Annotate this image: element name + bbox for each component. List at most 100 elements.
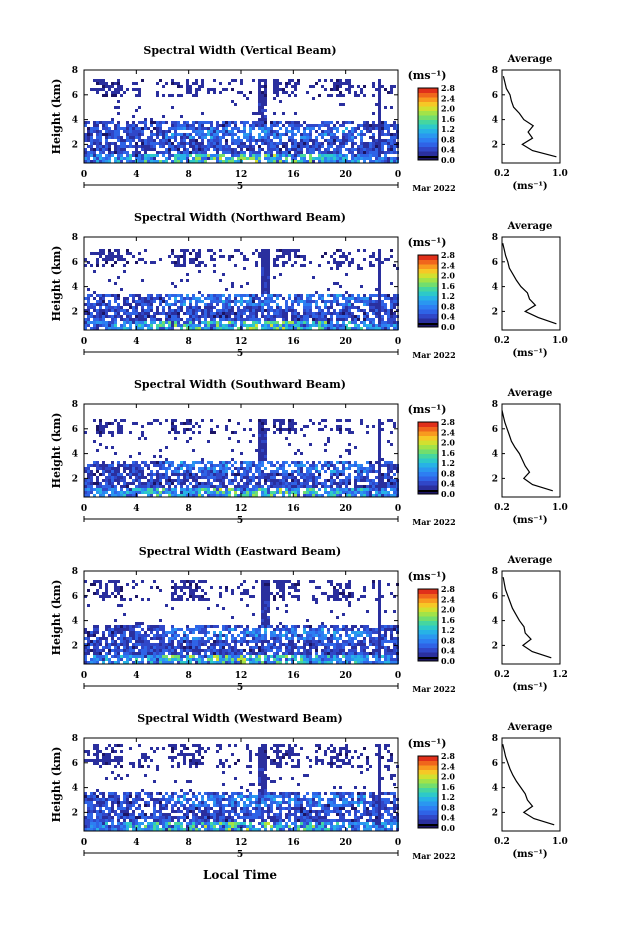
heatmap-cell — [267, 616, 270, 619]
heatmap-cell — [333, 154, 336, 157]
heatmap-cell — [147, 491, 150, 494]
heatmap-cell — [324, 485, 327, 488]
heatmap-cell — [192, 592, 195, 595]
heatmap-cell — [303, 160, 306, 163]
heatmap-cell — [291, 476, 294, 479]
heatmap-cell — [336, 300, 339, 303]
heatmap-cell — [369, 297, 372, 300]
heatmap-cell — [360, 151, 363, 154]
heatmap-cell — [171, 580, 174, 583]
heatmap-cell — [249, 640, 252, 643]
heatmap-cell — [171, 631, 174, 634]
heatmap-cell — [255, 655, 258, 658]
heatmap-cell — [360, 285, 363, 288]
heatmap-cell — [369, 136, 372, 139]
heatmap-cell — [159, 130, 162, 133]
heatmap-cell — [96, 643, 99, 646]
heatmap-cell — [375, 303, 378, 306]
heatmap-cell — [264, 479, 267, 482]
heatmap-cell — [369, 309, 372, 312]
heatmap-cell — [264, 482, 267, 485]
heatmap-cell — [303, 476, 306, 479]
heatmap-cell — [183, 428, 186, 431]
heatmap-cell — [90, 88, 93, 91]
heatmap-cell — [114, 261, 117, 264]
heatmap-cell — [246, 148, 249, 151]
heatmap-cell — [219, 485, 222, 488]
heatmap-cell — [135, 300, 138, 303]
heatmap-cell — [117, 276, 120, 279]
heatmap-cell — [156, 491, 159, 494]
heatmap-cell — [354, 91, 357, 94]
heatmap-cell — [339, 419, 342, 422]
heatmap-cell — [141, 482, 144, 485]
heatmap-cell — [378, 294, 381, 297]
heatmap-cell — [114, 643, 117, 646]
heatmap-cell — [327, 94, 330, 97]
heatmap-cell — [366, 476, 369, 479]
heatmap-cell — [183, 127, 186, 130]
heatmap-cell — [261, 610, 264, 613]
heatmap-cell — [210, 142, 213, 145]
heatmap-cell — [330, 312, 333, 315]
heatmap-cell — [273, 112, 276, 115]
heatmap-cell — [228, 652, 231, 655]
heatmap-cell — [141, 324, 144, 327]
heatmap-cell — [231, 160, 234, 163]
heatmap-cell — [219, 631, 222, 634]
heatmap-cell — [225, 640, 228, 643]
heatmap-cell — [96, 148, 99, 151]
heatmap-cell — [312, 491, 315, 494]
heatmap-cell — [330, 79, 333, 82]
heatmap-cell — [309, 479, 312, 482]
heatmap-cell — [219, 142, 222, 145]
heatmap-cell — [363, 485, 366, 488]
heatmap-cell — [114, 133, 117, 136]
heatmap-cell — [321, 255, 324, 258]
heatmap-cell — [156, 294, 159, 297]
heatmap-cell — [156, 479, 159, 482]
heatmap-cell — [234, 103, 237, 106]
heatmap-cell — [255, 467, 258, 470]
heatmap-cell — [105, 476, 108, 479]
heatmap-cell — [207, 607, 210, 610]
heatmap-cell — [117, 252, 120, 255]
heatmap-cell — [147, 482, 150, 485]
heatmap-cell — [267, 646, 270, 649]
heatmap-cell — [174, 494, 177, 497]
heatmap-cell — [369, 264, 372, 267]
heatmap-cell — [273, 595, 276, 598]
heatmap-cell — [267, 583, 270, 586]
heatmap-cell — [231, 592, 234, 595]
heatmap-cell — [318, 470, 321, 473]
heatmap-cell — [99, 121, 102, 124]
heatmap-cell — [198, 315, 201, 318]
heatmap-cell — [339, 312, 342, 315]
heatmap-cell — [216, 425, 219, 428]
heatmap-cell — [192, 425, 195, 428]
heatmap-cell — [372, 145, 375, 148]
heatmap-cell — [255, 121, 258, 124]
heatmap-cell — [372, 306, 375, 309]
heatmap-cell — [264, 661, 267, 664]
heatmap-cell — [345, 318, 348, 321]
heatmap-cell — [375, 145, 378, 148]
heatmap-cell — [156, 655, 159, 658]
heatmap-cell — [207, 467, 210, 470]
heatmap-cell — [345, 127, 348, 130]
heatmap-cell — [186, 494, 189, 497]
heatmap-cell — [273, 121, 276, 124]
heatmap-cell — [123, 655, 126, 658]
heatmap-cell — [321, 294, 324, 297]
heatmap-cell — [222, 494, 225, 497]
heatmap-cell — [306, 467, 309, 470]
heatmap-cell — [273, 422, 276, 425]
heatmap-cell — [120, 136, 123, 139]
heatmap-cell — [102, 324, 105, 327]
heatmap-cell — [120, 491, 123, 494]
heatmap-cell — [237, 157, 240, 160]
heatmap-cell — [108, 154, 111, 157]
heatmap-cell — [330, 139, 333, 142]
heatmap-cell — [381, 294, 384, 297]
heatmap-cell — [216, 649, 219, 652]
